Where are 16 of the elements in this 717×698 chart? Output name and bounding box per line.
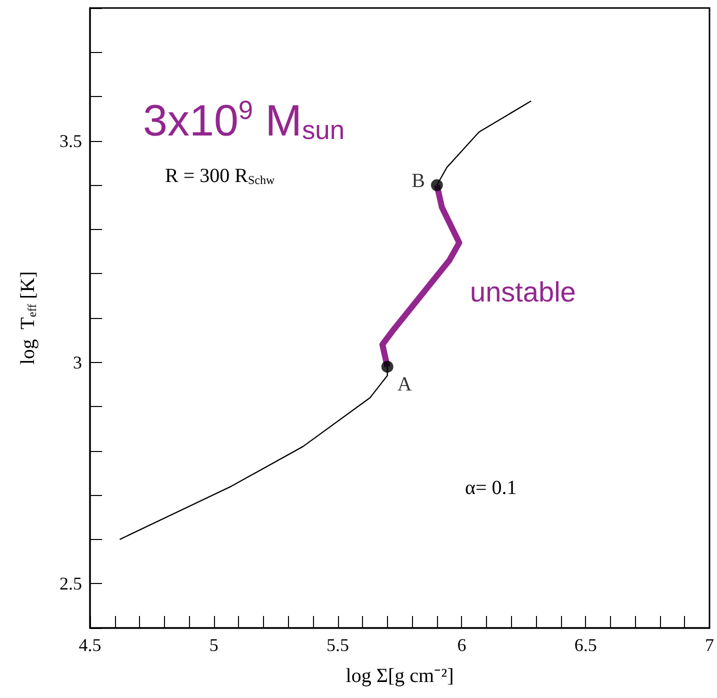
annotation: R = 300 RSchw [165, 165, 275, 187]
x-tick-label: 5.5 [326, 635, 350, 655]
x-axis-title: log Σ[g cm⁻²] [346, 665, 454, 687]
x-tick-label: 6 [457, 635, 466, 655]
y-tick-label: 2.5 [60, 574, 82, 594]
y-axis-title: log Teff [K] [17, 271, 39, 365]
annotation: A [397, 374, 412, 396]
x-tick-label: 5 [209, 635, 218, 655]
x-tick-label: 6.5 [574, 635, 597, 655]
y-tick-label: 3 [73, 352, 82, 372]
annotation: unstable [470, 276, 576, 308]
x-tick-label: 4.5 [78, 635, 102, 655]
x-tick-label: 7 [705, 635, 714, 655]
y-tick-label: 3.5 [60, 130, 82, 151]
annotation: α= 0.1 [465, 477, 517, 499]
annotation: B [412, 170, 425, 192]
